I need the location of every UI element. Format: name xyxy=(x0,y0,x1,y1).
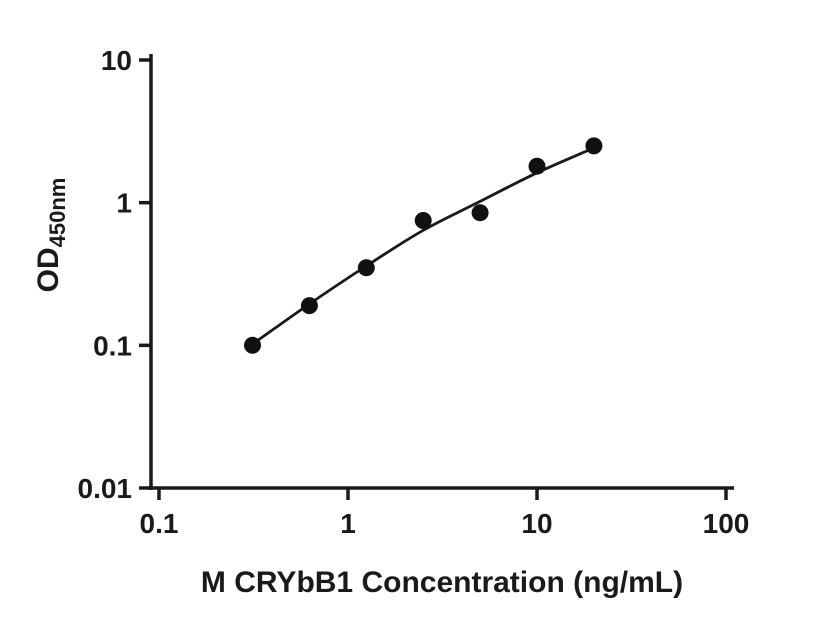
curve-layer xyxy=(251,146,596,346)
y-tick-label: 1 xyxy=(116,188,132,219)
y-tick-label: 0.1 xyxy=(93,330,132,361)
data-point xyxy=(244,336,261,354)
x-tick-label: 0.1 xyxy=(140,508,179,539)
ticks-layer xyxy=(139,58,728,500)
data-point xyxy=(300,297,318,315)
data-point xyxy=(585,137,603,155)
axes-layer xyxy=(148,54,734,490)
data-point xyxy=(357,259,375,277)
x-tick-label: 100 xyxy=(703,508,750,539)
x-tick-label: 10 xyxy=(521,508,552,539)
y-axis-title: OD450nm xyxy=(32,178,70,293)
fit-curve xyxy=(251,146,596,346)
y-axis-title-main: OD xyxy=(32,247,65,292)
y-tick-label: 0.01 xyxy=(78,473,133,504)
y-axis-title-subscript: 450nm xyxy=(45,178,70,248)
x-axis-title: M CRYbB1 Concentration (ng/mL) xyxy=(201,566,683,599)
data-point xyxy=(414,212,432,229)
data-point xyxy=(528,157,546,175)
y-tick-label: 10 xyxy=(101,45,132,76)
points-layer xyxy=(244,137,603,354)
data-point xyxy=(471,204,489,222)
x-tick-label: 1 xyxy=(340,508,356,539)
